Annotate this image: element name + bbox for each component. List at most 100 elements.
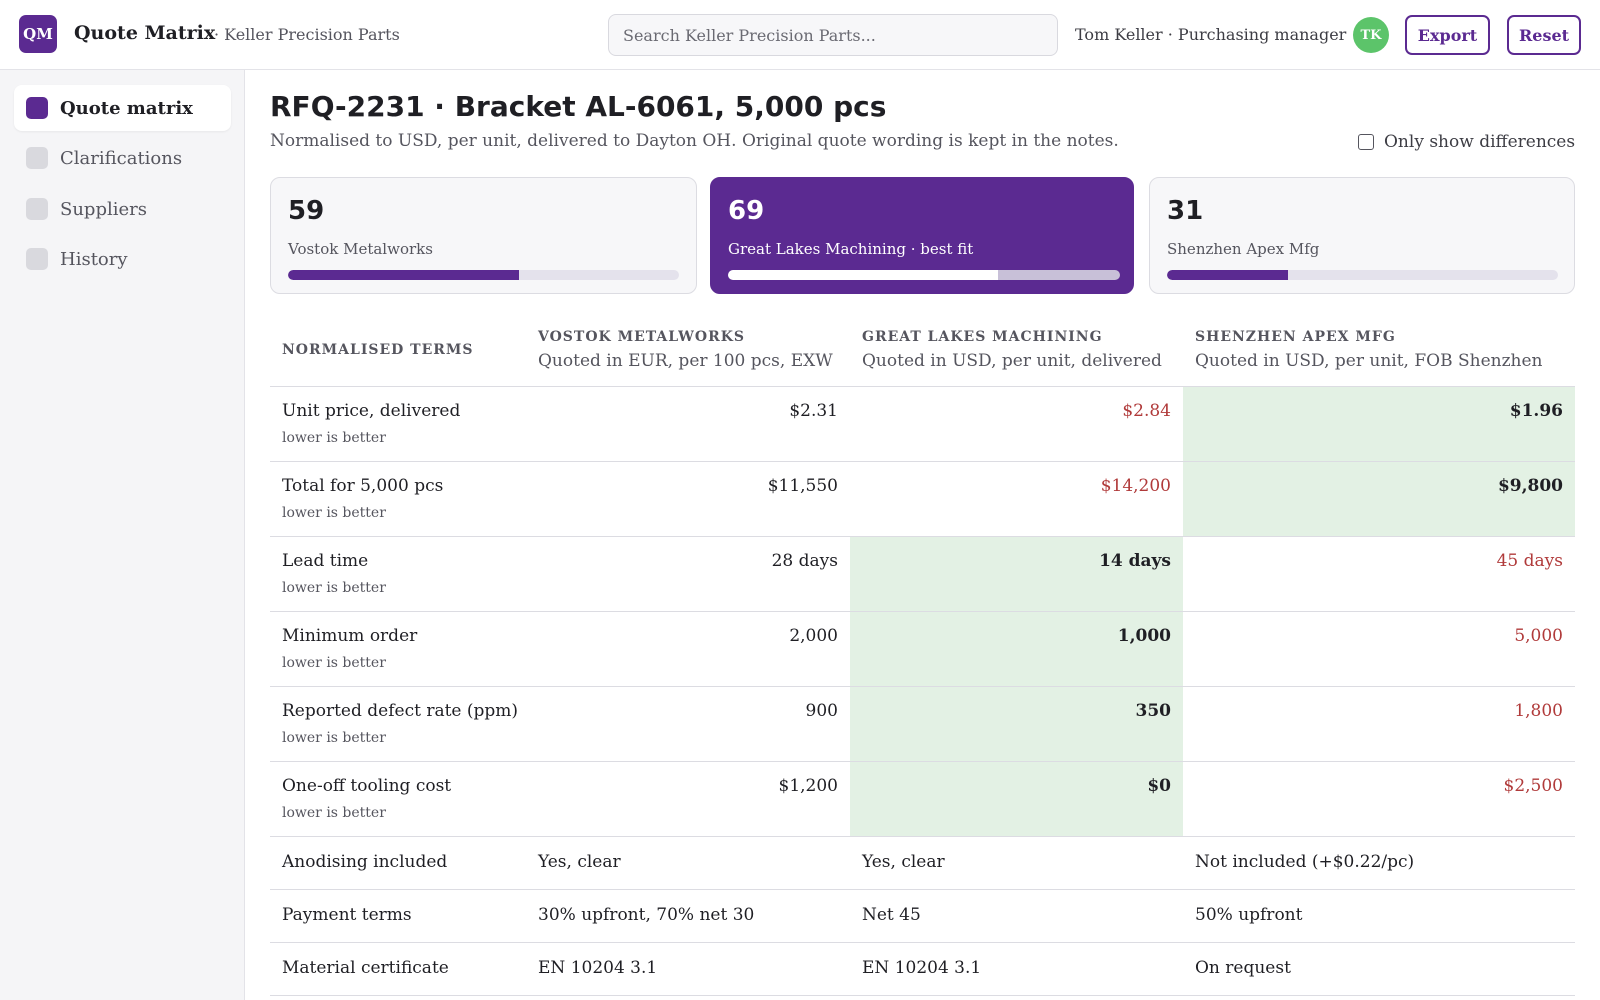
scorecard-supplier-name: Great Lakes Machining · best fit bbox=[728, 240, 974, 258]
table-row: Lead time lower is better 28 days 14 days 45… bbox=[270, 537, 1575, 612]
cell-value: On request bbox=[1195, 958, 1291, 978]
table-row: Material certificate EN 10204 3.1 EN 10204… bbox=[270, 943, 1575, 996]
quote-basis: Quoted in EUR, per 100 pcs, EXW bbox=[538, 351, 833, 371]
sidebar: Quote matrix Clarifications Suppliers Hi… bbox=[0, 70, 245, 1000]
cell-value: $11,550 bbox=[767, 476, 838, 496]
quote-matrix-table: NORMALISED TERMS VOSTOK METALWORKS Quote… bbox=[270, 314, 1575, 996]
text-rows: Anodising included Yes, clear Yes, clear No… bbox=[270, 837, 1575, 996]
nav-square-icon bbox=[26, 97, 48, 119]
export-button[interactable]: Export bbox=[1405, 15, 1490, 55]
cell-value: 5,000 bbox=[1514, 626, 1563, 646]
cell-value: 30% upfront, 70% net 30 bbox=[538, 905, 755, 925]
term-label: Reported defect rate (ppm) bbox=[282, 701, 519, 721]
scorecard-score: 31 bbox=[1167, 196, 1204, 226]
cell-value: EN 10204 3.1 bbox=[862, 958, 982, 978]
table-cell: $2.31 bbox=[526, 387, 850, 461]
page-title: RFQ-2231 · Bracket AL-6061, 5,000 pcs bbox=[270, 90, 887, 123]
cell-value: $1,200 bbox=[778, 776, 838, 796]
table-cell: $9,800 bbox=[1183, 462, 1575, 536]
table-cell: EN 10204 3.1 bbox=[526, 943, 850, 995]
table-cell: 1,800 bbox=[1183, 687, 1575, 761]
term-hint: lower is better bbox=[282, 430, 386, 446]
sidebar-item-suppliers[interactable]: Suppliers bbox=[14, 186, 231, 232]
term-hint: lower is better bbox=[282, 505, 386, 521]
table-cell: $14,200 bbox=[850, 462, 1183, 536]
quote-basis: Quoted in USD, per unit, delivered bbox=[862, 351, 1162, 371]
cell-value: $14,200 bbox=[1100, 476, 1171, 496]
cell-value: $2,500 bbox=[1503, 776, 1563, 796]
term-hint: lower is better bbox=[282, 805, 386, 821]
term-label: Total for 5,000 pcs bbox=[282, 476, 444, 496]
cell-value: 50% upfront bbox=[1195, 905, 1303, 925]
sidebar-item-label: History bbox=[60, 248, 128, 270]
term-label: Minimum order bbox=[282, 626, 418, 646]
company-name: · Keller Precision Parts bbox=[214, 25, 400, 44]
sidebar-item-clarifications[interactable]: Clarifications bbox=[14, 135, 231, 181]
column-header-great-lakes: GREAT LAKES MACHINING Quoted in USD, per… bbox=[850, 329, 1183, 371]
quote-basis: Quoted in USD, per unit, FOB Shenzhen bbox=[1195, 351, 1543, 371]
cell-value: Yes, clear bbox=[862, 852, 945, 872]
cell-value: 900 bbox=[805, 701, 838, 721]
supplier-name: GREAT LAKES MACHINING bbox=[862, 329, 1103, 345]
score-bar bbox=[288, 270, 679, 280]
score-bar-fill bbox=[1167, 270, 1289, 280]
term-hint: lower is better bbox=[282, 655, 386, 671]
table-cell: 45 days bbox=[1183, 537, 1575, 611]
nav-square-icon bbox=[26, 248, 48, 270]
only-differences-label: Only show differences bbox=[1384, 132, 1576, 152]
supplier-name: VOSTOK METALWORKS bbox=[538, 329, 745, 345]
term-label: Lead time bbox=[282, 551, 369, 571]
table-cell: 30% upfront, 70% net 30 bbox=[526, 890, 850, 942]
top-bar: QM Quote Matrix · Keller Precision Parts… bbox=[0, 0, 1600, 70]
table-header: NORMALISED TERMS VOSTOK METALWORKS Quote… bbox=[270, 314, 1575, 387]
page-description: Normalised to USD, per unit, delivered t… bbox=[270, 131, 1119, 151]
column-header-terms: NORMALISED TERMS bbox=[282, 342, 474, 358]
avatar[interactable]: TK bbox=[1353, 17, 1389, 53]
cell-value: 2,000 bbox=[789, 626, 838, 646]
scorecard-great-lakes[interactable]: 69 Great Lakes Machining · best fit bbox=[710, 177, 1134, 294]
score-bar bbox=[1167, 270, 1558, 280]
scorecard-supplier-name: Shenzhen Apex Mfg bbox=[1167, 240, 1320, 258]
term-label: Payment terms bbox=[282, 905, 412, 925]
nav-square-icon bbox=[26, 198, 48, 220]
table-cell: On request bbox=[1183, 943, 1575, 995]
term-label: Unit price, delivered bbox=[282, 401, 461, 421]
table-cell: $11,550 bbox=[526, 462, 850, 536]
table-cell: 50% upfront bbox=[1183, 890, 1575, 942]
checkbox-icon[interactable] bbox=[1358, 134, 1374, 150]
sidebar-item-quote-matrix[interactable]: Quote matrix bbox=[14, 85, 231, 131]
term-hint: lower is better bbox=[282, 730, 386, 746]
table-cell: 900 bbox=[526, 687, 850, 761]
cell-value: EN 10204 3.1 bbox=[538, 958, 658, 978]
term-hint: lower is better bbox=[282, 580, 386, 596]
table-row: One-off tooling cost lower is better $1,20… bbox=[270, 762, 1575, 837]
column-header-vostok: VOSTOK METALWORKS Quoted in EUR, per 100… bbox=[526, 329, 850, 371]
only-differences-toggle[interactable]: Only show differences bbox=[1358, 132, 1575, 152]
scorecard-shenzhen[interactable]: 31 Shenzhen Apex Mfg bbox=[1149, 177, 1575, 294]
sidebar-item-history[interactable]: History bbox=[14, 236, 231, 282]
cell-value: 1,000 bbox=[1117, 626, 1171, 646]
cell-value: $2.31 bbox=[789, 401, 838, 421]
cell-value: 350 bbox=[1135, 701, 1172, 721]
cell-value: $1.96 bbox=[1509, 401, 1563, 421]
table-cell: $1.96 bbox=[1183, 387, 1575, 461]
sidebar-item-label: Clarifications bbox=[60, 147, 183, 169]
table-cell: $1,200 bbox=[526, 762, 850, 836]
reset-button[interactable]: Reset bbox=[1507, 15, 1581, 55]
scorecard-supplier-name: Vostok Metalworks bbox=[288, 240, 433, 258]
sidebar-item-label: Suppliers bbox=[60, 198, 147, 220]
sidebar-item-label: Quote matrix bbox=[60, 97, 193, 119]
table-cell: 350 bbox=[850, 687, 1183, 761]
table-cell: 2,000 bbox=[526, 612, 850, 686]
term-label: Material certificate bbox=[282, 958, 449, 978]
table-row: Reported defect rate (ppm) lower is bette… bbox=[270, 687, 1575, 762]
scorecard-vostok[interactable]: 59 Vostok Metalworks bbox=[270, 177, 697, 294]
cell-value: $9,800 bbox=[1497, 476, 1563, 496]
search-input[interactable] bbox=[608, 14, 1058, 56]
table-cell: Not included (+$0.22/pc) bbox=[1183, 837, 1575, 889]
table-cell: 14 days bbox=[850, 537, 1183, 611]
table-row: Minimum order lower is better 2,000 1,000 5,… bbox=[270, 612, 1575, 687]
table-row: Payment terms 30% upfront, 70% net 30 Net … bbox=[270, 890, 1575, 943]
scorecard-score: 59 bbox=[288, 196, 325, 226]
user-name: Tom Keller · Purchasing manager bbox=[1075, 25, 1347, 44]
